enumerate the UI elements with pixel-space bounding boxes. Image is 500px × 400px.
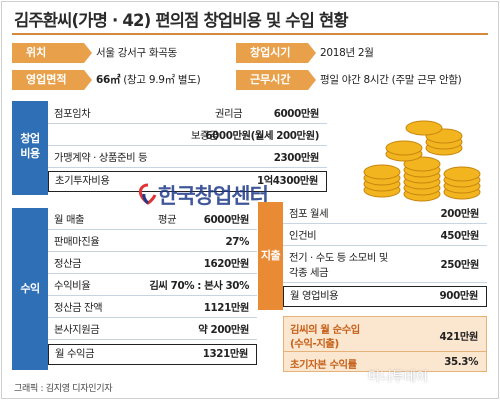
location-label: 위치 [12,43,92,63]
graphic-credit: 그래픽 : 김지영 디자인기자 [14,384,113,394]
table-row: 본사지원금 약 200만원 [48,321,257,340]
settlement-balance-label: 정산금 잔액 [54,302,103,314]
startup-cost-table: 점포임차 권리금 6000만원 보증금 6000만원(월세 200만원) 가맹계… [48,101,327,195]
margin-rate-value: 27% [225,236,250,248]
net-income-label-line1: 김씨의 월 순수입 [290,324,360,336]
table-row: 월 매출 평균 6000만원 [48,211,257,230]
monthly-sales-value: 6000만원 [203,214,250,226]
income-tag: 수익 [12,208,48,370]
area-extra-value: (창고 9.9㎡ 별도) [123,74,201,86]
location-value: 서울 강서구 화곡동 [96,47,177,59]
settlement-value: 1620만원 [203,258,250,270]
net-income-box: 김씨의 월 순수입 (수익-지출) 421만원 초기자본 수익률 35.3% [283,316,487,372]
profit-ratio-label: 수익비율 [54,280,91,292]
table-row: 판매마진율 27% [48,233,257,252]
watermark-text: 한국창업센터 [158,184,269,208]
net-income-value: 421만원 [439,331,479,343]
income-section: 수익 월 매출 평균 6000만원 판매마진율 27% 정산금 1620만원 수… [12,208,257,370]
table-row: 점포임차 권리금 6000만원 [48,105,327,124]
page-title: 김주환씨(가명 · 42) 편의점 창업비용 및 수입 현황 [14,11,349,30]
hours-value: 평일 야간 8시간 (주말 근무 안함) [320,74,462,86]
utilities-label-line1: 전기 · 수도 등 소모비 및 [289,252,388,264]
franchise-prep-label: 가맹계약 · 상품준비 등 [54,152,148,164]
table-row: 월 수익금 1321만원 [48,344,257,365]
table-row: 정산금 잔액 1121만원 [48,299,257,318]
hq-support-value: 약 200만원 [198,324,249,336]
table-row: 가맹계약 · 상품준비 등 2300만원 [48,149,327,168]
startup-tag-line2: 비용 [20,147,40,160]
area-main-value: 66㎡ [96,74,121,86]
monthly-income-value: 1321만원 [202,348,249,360]
area-value: 66㎡ (창고 9.9㎡ 별도) [96,70,201,90]
coin-stack-illustration [363,120,481,202]
premium-value: 6000만원 [273,108,320,120]
roi-label: 초기자본 수익률 [290,359,357,371]
start-date-value: 2018년 2월 [320,47,374,59]
initial-investment-value: 1억4300만원 [256,175,318,187]
startup-rent-label: 점포임차 [54,108,91,120]
settlement-label: 정산금 [54,258,82,270]
operating-cost-label: 월 영업비용 [290,290,339,302]
expense-tag: 지출 [258,202,283,310]
labor-cost-label: 인건비 [289,230,317,242]
initial-investment-label: 초기투자비용 [55,175,110,187]
operating-cost-value: 900만원 [439,290,479,302]
source-watermark: 머니투데이 [368,370,428,385]
labor-cost-value: 450만원 [440,230,480,242]
expense-table: 점포 월세 200만원 인건비 450만원 전기 · 수도 등 소모비 및 각종… [283,202,487,310]
utilities-label-line2: 각종 세금 [289,267,329,279]
margin-rate-label: 판매마진율 [54,236,100,248]
utilities-value: 250만원 [440,259,480,271]
title-divider [12,33,488,35]
watermark-logo-icon [138,183,157,205]
table-row: 정산금 1620만원 [48,255,257,274]
table-row: 전기 · 수도 등 소모비 및 각종 세금 250만원 [283,249,487,283]
monthly-income-label: 월 수익금 [55,348,95,360]
store-rent-label: 점포 월세 [289,208,329,220]
net-income-label-line2: (수익-지출) [290,338,339,350]
income-table: 월 매출 평균 6000만원 판매마진율 27% 정산금 1620만원 수익비율… [48,208,257,370]
franchise-prep-value: 2300만원 [273,152,320,164]
start-date-label: 창업시기 [236,43,316,63]
hq-support-label: 본사지원금 [54,324,100,336]
expense-section: 지출 점포 월세 200만원 인건비 450만원 전기 · 수도 등 소모비 및… [258,202,487,310]
table-row: 초기투자비용 1억4300만원 [48,171,327,192]
table-row: 보증금 6000만원(월세 200만원) [48,127,327,146]
premium-label: 권리금 [215,108,243,120]
profit-ratio-value: 김씨 70% : 본사 30% [149,280,249,292]
deposit-value: 6000만원(월세 200만원) [205,130,319,142]
startup-cost-section: 창업 비용 점포임차 권리금 6000만원 보증금 6000만원(월세 200만… [12,101,327,195]
area-label: 영업면적 [12,70,92,90]
startup-tag-line1: 창업 [20,132,40,145]
startup-cost-tag: 창업 비용 [12,101,48,195]
monthly-sales-label: 월 매출 [54,214,85,226]
monthly-sales-average-label: 평균 [158,214,177,226]
hours-label: 근무시간 [236,70,316,90]
table-row: 점포 월세 200만원 [283,205,487,224]
table-row: 월 영업비용 900만원 [283,286,487,307]
roi-value: 35.3% [444,356,478,368]
result-divider [284,351,486,352]
store-rent-value: 200만원 [440,208,480,220]
table-row: 수익비율 김씨 70% : 본사 30% [48,277,257,296]
table-row: 인건비 450만원 [283,227,487,246]
settlement-balance-value: 1121만원 [203,302,250,314]
deposit-label: 보증금 [191,130,219,142]
